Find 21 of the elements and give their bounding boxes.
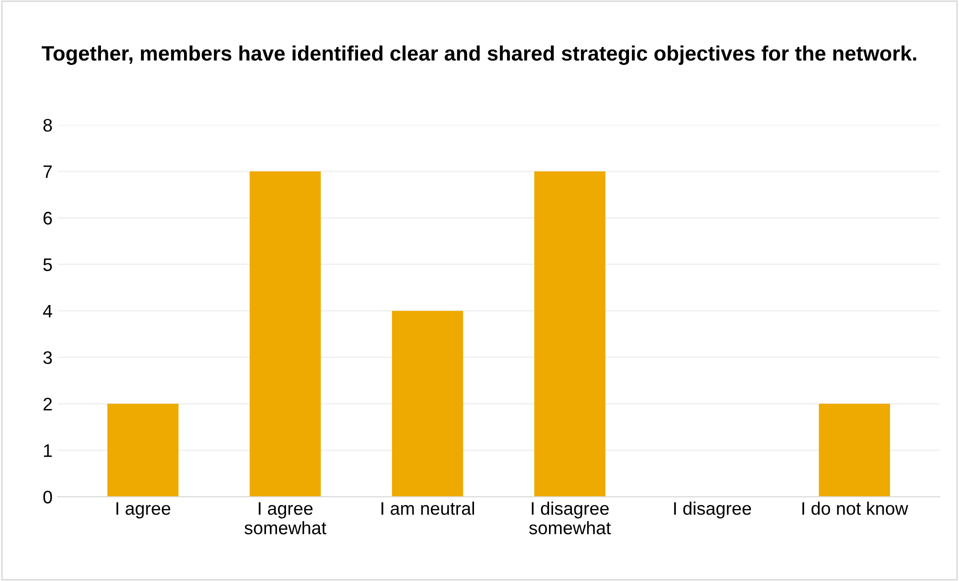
bar xyxy=(534,171,606,497)
y-tick-label: 3 xyxy=(43,351,52,364)
chart-title: Together, members have identified clear and shared strategic objectives for the network. xyxy=(42,45,916,65)
y-tick-label: 1 xyxy=(44,444,52,457)
y-tick-label: 7 xyxy=(44,166,52,178)
bar xyxy=(392,310,464,497)
x-tick-label: I disagree xyxy=(674,502,751,518)
bar xyxy=(107,404,178,497)
y-tick-label: 0 xyxy=(43,490,52,504)
y-tick-label: 5 xyxy=(43,258,52,272)
x-tick-label: I agree xyxy=(116,502,170,518)
y-tick-label: 8 xyxy=(43,118,52,132)
x-tick-label: I do not know xyxy=(802,502,908,515)
x-tick-label: I am neutral xyxy=(382,502,474,515)
y-tick-label: 2 xyxy=(44,398,52,410)
bar xyxy=(818,404,890,497)
y-tick-label: 4 xyxy=(43,304,52,318)
bar xyxy=(250,171,321,497)
x-tick-label: I agree somewhat xyxy=(244,502,326,534)
x-tick-label: I disagree somewhat xyxy=(529,502,611,534)
y-tick-label: 6 xyxy=(44,212,52,225)
